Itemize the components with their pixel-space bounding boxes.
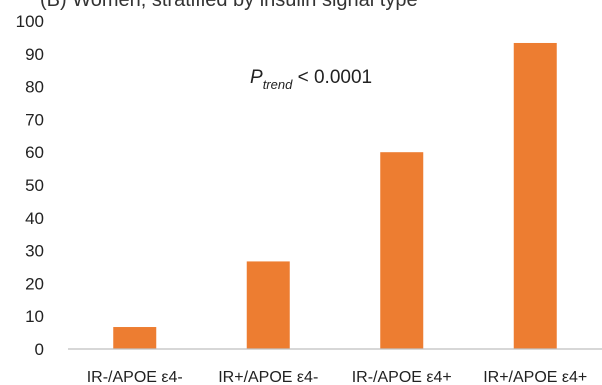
y-tick-label: 20 (25, 274, 44, 293)
bar (513, 42, 557, 349)
y-axis: 0 10 20 30 40 50 60 70 80 90 100 (16, 12, 44, 359)
y-tick-label: 10 (25, 307, 44, 326)
chart-title-clipped: (B) Women, stratified by insulin signal … (40, 0, 418, 11)
y-tick-label: 60 (25, 143, 44, 162)
p-trend-annotation: Ptrend < 0.0001 (250, 67, 372, 92)
p-symbol: P (250, 67, 263, 88)
x-category-label: IR+/APOE ε4+ (483, 369, 587, 385)
p-value-text: < 0.0001 (292, 67, 372, 88)
y-tick-label: 70 (25, 110, 44, 129)
y-tick-label: 90 (25, 45, 44, 64)
y-tick-label: 80 (25, 78, 44, 97)
y-tick-label: 30 (25, 242, 44, 261)
x-category-label: IR+/APOE ε4- (218, 369, 318, 385)
y-tick-label: 100 (16, 12, 44, 31)
bars (113, 42, 557, 349)
bar (113, 327, 157, 349)
p-subscript: trend (263, 77, 293, 92)
y-tick-label: 0 (35, 340, 44, 359)
x-category-label: IR-/APOE ε4+ (352, 369, 452, 385)
x-axis-labels: IR-/APOE ε4- IR+/APOE ε4- IR-/APOE ε4+ IR+/… (87, 369, 588, 385)
y-tick-label: 40 (25, 209, 44, 228)
x-category-label: IR-/APOE ε4- (87, 369, 183, 385)
bar (380, 152, 424, 349)
y-tick-label: 50 (25, 176, 44, 195)
bar (246, 261, 290, 349)
